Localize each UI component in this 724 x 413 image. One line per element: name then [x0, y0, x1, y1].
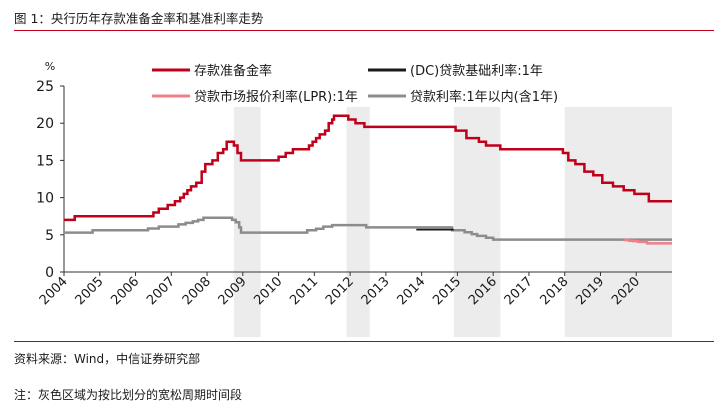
x-tick-label: 2004: [37, 274, 71, 308]
legend-label-0: 存款准备金率: [194, 63, 272, 79]
y-tick-label: 20: [36, 116, 54, 132]
series-lines: [64, 114, 672, 245]
note-text: 注：灰色区域为按比划分的宽松周期时间段: [14, 388, 243, 402]
series-line-3: [64, 216, 672, 241]
y-tick-label: 0: [45, 265, 54, 281]
series-line-2: [623, 238, 672, 245]
x-tick-label: 2006: [108, 274, 142, 308]
shaded-period-3: [564, 107, 672, 337]
legend-label-3: 贷款利率:1年以内(含1年): [410, 89, 558, 105]
x-tick-label: 2011: [287, 274, 321, 308]
x-tick-label: 2017: [502, 274, 536, 308]
x-tick-label: 2008: [180, 274, 214, 308]
y-tick-label: 25: [36, 79, 54, 95]
y-tick-label: 10: [36, 191, 54, 207]
legend-label-1: (DC)贷款基础利率:1年: [410, 63, 543, 79]
shaded-periods: [233, 107, 672, 337]
x-tick-label: 2005: [73, 274, 107, 308]
source-text: 资料来源：Wind，中信证券研究部: [14, 352, 201, 366]
y-tick-label: 5: [45, 228, 54, 244]
x-tick-label: 2007: [144, 274, 178, 308]
y-axis-unit: %: [45, 60, 55, 73]
footer-divider: [14, 341, 714, 342]
y-tick-label: 15: [36, 153, 54, 169]
chart-title: 图 1：央行历年存款准备金率和基准利率走势: [14, 11, 264, 26]
series-line-0: [64, 114, 672, 222]
x-tick-label: 2014: [394, 274, 428, 308]
shaded-period-1: [346, 107, 370, 337]
title-divider: [14, 30, 714, 31]
legend-label-2: 贷款市场报价利率(LPR):1年: [194, 89, 358, 105]
